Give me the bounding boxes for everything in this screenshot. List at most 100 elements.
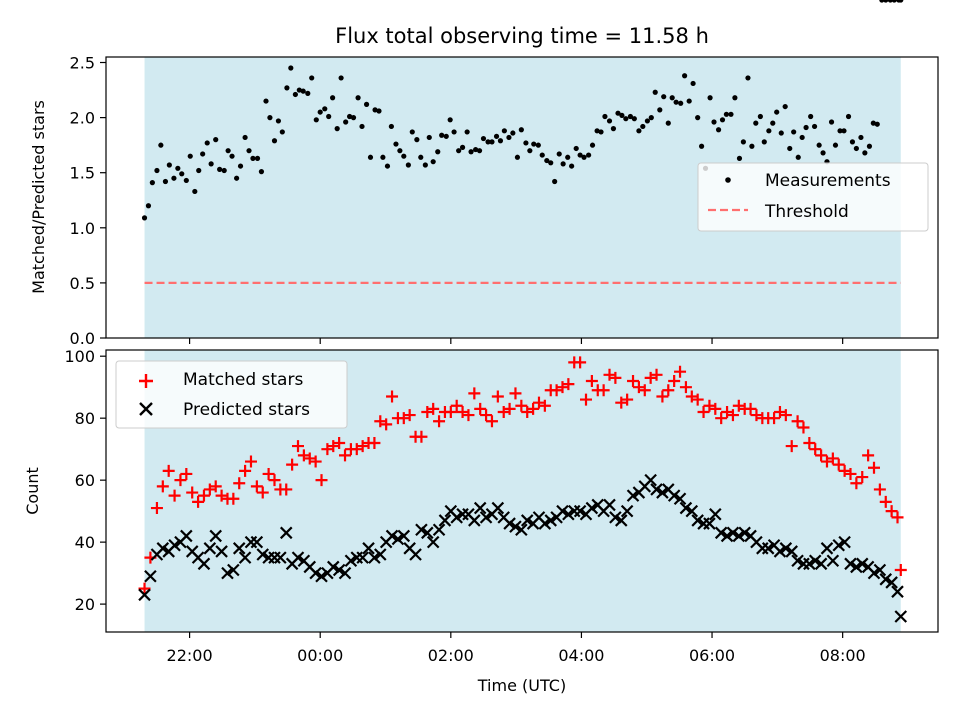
- matched-point: [433, 415, 446, 428]
- measurement-point: [598, 129, 604, 135]
- predicted-point: [573, 504, 587, 518]
- measurement-point: [761, 139, 767, 145]
- predicted-point: [274, 551, 287, 564]
- legend-measurements-label: Measurements: [765, 171, 891, 191]
- matched-point: [192, 495, 205, 508]
- predicted-point: [556, 504, 569, 518]
- measurement-point: [363, 101, 370, 107]
- measurement-point: [179, 171, 185, 177]
- predicted-point: [138, 588, 151, 602]
- matched-point: [538, 399, 551, 412]
- y-tick-label: 20: [75, 595, 95, 614]
- measurement-point: [372, 107, 378, 113]
- measurement-point: [217, 166, 223, 172]
- predicted-point: [850, 560, 863, 574]
- bottom-series-layer: [138, 356, 908, 623]
- x-tick-label: 04:00: [558, 646, 604, 665]
- measurement-point: [204, 140, 210, 146]
- measurement-point: [493, 133, 500, 139]
- matched-point: [709, 402, 722, 415]
- matched-point: [491, 390, 504, 403]
- predicted-point: [362, 542, 375, 555]
- predicted-point: [894, 610, 908, 623]
- predicted-point: [738, 526, 751, 540]
- measurement-point: [485, 139, 491, 145]
- measurement-point: [393, 141, 399, 147]
- predicted-point: [232, 542, 246, 555]
- measurement-point: [443, 133, 449, 139]
- matched-point: [562, 378, 575, 391]
- legend-matched-marker: [139, 374, 153, 388]
- measurement-point: [284, 85, 290, 91]
- measurement-point: [271, 138, 278, 144]
- matched-point: [691, 393, 704, 406]
- measurement-point: [723, 111, 730, 117]
- matched-point: [580, 393, 592, 406]
- measurement-point: [652, 89, 658, 95]
- matched-point: [256, 486, 269, 499]
- measurement-point: [480, 135, 487, 142]
- measurement-point: [145, 203, 152, 209]
- predicted-point: [855, 557, 869, 571]
- matched-point: [656, 390, 669, 403]
- predicted-point: [421, 526, 434, 540]
- measurement-point: [426, 134, 432, 141]
- matched-point: [638, 384, 651, 397]
- predicted-point: [209, 529, 222, 543]
- predicted-point: [709, 507, 722, 521]
- measurement-point: [200, 151, 206, 157]
- predicted-point: [144, 569, 157, 583]
- measurement-point: [154, 167, 160, 174]
- measurement-point: [606, 118, 613, 124]
- measurement-point: [858, 134, 864, 141]
- matched-point: [209, 480, 222, 493]
- measurement-point: [707, 95, 713, 101]
- matched-point: [444, 405, 457, 418]
- predicted-point: [479, 511, 493, 524]
- measurement-point: [435, 149, 441, 155]
- predicted-point: [344, 554, 358, 568]
- predicted-point: [773, 545, 787, 558]
- measurement-point: [749, 143, 755, 149]
- predicted-point: [891, 585, 904, 598]
- matched-point: [450, 399, 463, 412]
- measurement-point: [866, 143, 873, 149]
- measurement-point: [682, 73, 688, 79]
- measurement-point: [334, 126, 340, 132]
- measurement-point: [665, 120, 671, 126]
- matched-point: [227, 492, 240, 505]
- measurement-point: [459, 144, 466, 150]
- measurement-point: [187, 153, 193, 159]
- predicted-point: [879, 573, 893, 586]
- matched-point: [779, 409, 792, 422]
- measurement-point: [225, 148, 231, 154]
- predicted-point: [432, 523, 446, 537]
- matched-point: [180, 467, 193, 480]
- predicted-point: [685, 504, 699, 518]
- predicted-point: [720, 529, 734, 543]
- y-tick-label: 0.0: [70, 329, 95, 348]
- matched-point: [609, 371, 622, 384]
- measurement-point: [782, 103, 788, 110]
- predicted-point: [609, 511, 622, 524]
- measurement-point: [898, 0, 904, 3]
- bottom-legend: Matched stars Predicted stars: [115, 360, 348, 429]
- matched-point: [832, 458, 845, 471]
- measurement-point: [296, 87, 302, 93]
- matched-point: [480, 409, 493, 422]
- matched-point: [885, 505, 898, 518]
- measurement-point: [430, 159, 436, 165]
- measurement-point: [615, 110, 621, 116]
- matched-point: [150, 502, 163, 515]
- predicted-point: [626, 489, 640, 502]
- predicted-point: [585, 501, 599, 515]
- predicted-point: [614, 514, 628, 527]
- matched-point: [844, 467, 857, 480]
- y-tick-label: 2.5: [70, 54, 95, 73]
- x-tick-label: 06:00: [689, 646, 735, 665]
- measurement-point: [845, 113, 852, 120]
- measurement-point: [740, 139, 746, 145]
- measurement-point: [631, 116, 637, 122]
- bottom-axes-frame: [105, 349, 939, 633]
- matched-point: [850, 477, 863, 490]
